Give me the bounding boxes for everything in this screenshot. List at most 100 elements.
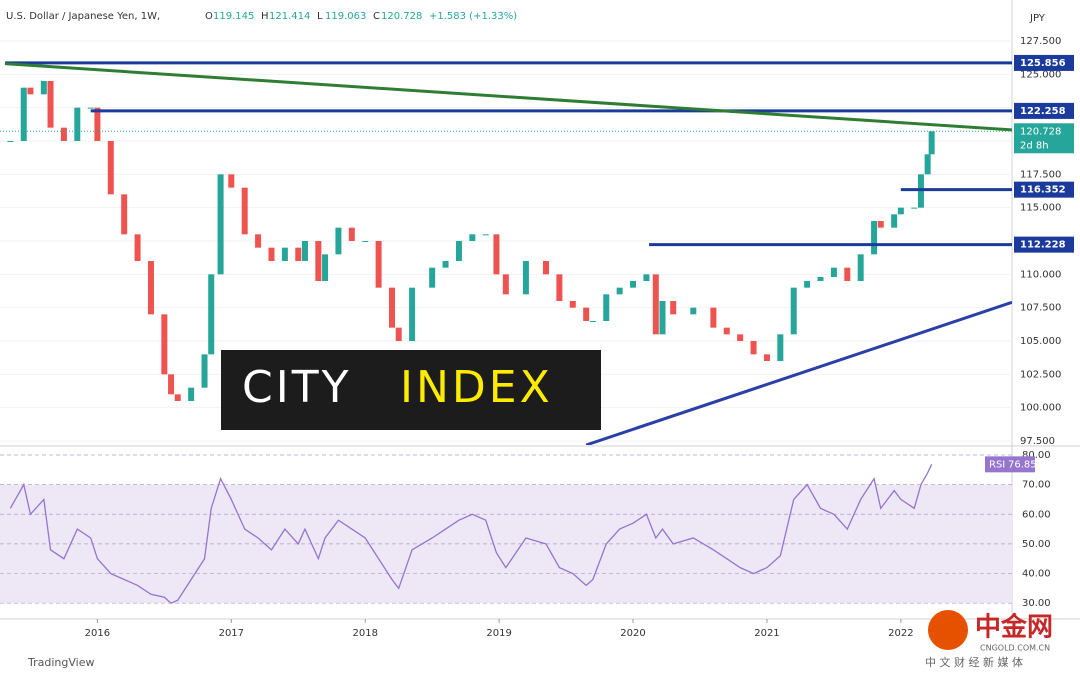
ohlc-value: 121.414 — [269, 11, 310, 22]
rsi-last: 76.85 — [1008, 459, 1037, 470]
source: TradingView — [27, 656, 94, 669]
plot — [0, 40, 1012, 604]
candle — [830, 267, 837, 277]
candle — [556, 274, 563, 301]
candle — [804, 281, 811, 288]
candle — [652, 274, 659, 335]
change: +1.583 (+1.33%) — [429, 11, 517, 22]
candle — [542, 261, 549, 275]
last-price-label: 120.728 — [1020, 126, 1061, 137]
candle — [589, 321, 596, 322]
candle — [891, 214, 898, 228]
level-label: 122.258 — [1020, 106, 1066, 117]
watermark-box — [221, 350, 601, 430]
level-label-box — [1014, 102, 1074, 119]
level-label-box — [1014, 54, 1074, 71]
rsi-line — [9, 464, 933, 604]
y-tick-label: 115.000 — [1020, 203, 1061, 214]
candle — [208, 274, 215, 355]
candle — [188, 387, 195, 401]
x-tick-label: 2020 — [620, 628, 645, 639]
countdown: 2d 8h — [1020, 140, 1049, 151]
candle — [409, 287, 416, 341]
candle — [295, 247, 302, 261]
x-tick-label: 2021 — [754, 628, 779, 639]
ohlc-key: H — [261, 11, 269, 22]
logo-url: CNGOLD.COM.CN — [980, 644, 1050, 653]
candle — [161, 314, 168, 375]
rsi-tick-label: 30.00 — [1022, 598, 1051, 609]
last-price-box — [1014, 123, 1074, 154]
candle — [281, 247, 288, 261]
ohlc-key: O — [205, 11, 213, 22]
rsi-label-box — [985, 456, 1035, 473]
x-tick-label: 2022 — [888, 628, 913, 639]
level-label: 112.228 — [1020, 240, 1066, 251]
level-label-box — [1014, 181, 1074, 198]
level-label-box — [1014, 236, 1074, 253]
candle — [493, 234, 500, 275]
candle — [121, 194, 128, 235]
trendline — [585, 300, 1012, 445]
candle — [201, 354, 208, 388]
y-tick-label: 97.500 — [1020, 436, 1055, 447]
candle — [603, 294, 610, 321]
candle — [335, 227, 342, 255]
y-tick-label: 105.000 — [1020, 336, 1061, 347]
candle — [134, 234, 141, 261]
candle — [737, 334, 744, 341]
candle — [482, 234, 489, 236]
candle — [255, 234, 262, 248]
candle — [174, 394, 181, 401]
candle — [928, 131, 935, 155]
candle — [924, 154, 931, 175]
candle — [817, 277, 824, 281]
candle — [790, 287, 797, 335]
trendline — [4, 62, 1012, 132]
candle — [877, 221, 884, 228]
candle — [630, 281, 637, 288]
ohlc-key: C — [373, 11, 380, 22]
price-pane — [0, 40, 1012, 445]
candle — [469, 234, 476, 241]
candle — [268, 247, 275, 261]
candle — [455, 241, 462, 261]
candle — [7, 141, 14, 142]
y-tick-label: 117.500 — [1020, 169, 1061, 180]
candle — [315, 241, 322, 281]
ohlc-value: 119.145 — [213, 11, 254, 22]
x-tick-label: 2017 — [219, 628, 244, 639]
candle — [388, 287, 395, 328]
logo-icon — [928, 610, 968, 650]
candle — [217, 174, 224, 275]
candle — [710, 307, 717, 328]
rsi-tick-label: 60.00 — [1022, 509, 1051, 520]
candle — [911, 207, 918, 209]
candle — [583, 307, 590, 321]
candle — [723, 327, 730, 335]
candle — [871, 221, 878, 255]
candle — [20, 87, 27, 141]
candle — [659, 301, 666, 335]
candle — [362, 241, 369, 242]
logo-tagline: 中 文 财 经 新 媒 体 — [925, 655, 1023, 669]
rsi-name: RSI — [989, 459, 1005, 470]
candle — [429, 267, 436, 288]
rsi-tick-label: 40.00 — [1022, 569, 1051, 580]
candle — [690, 307, 697, 315]
y-tick-label: 127.500 — [1020, 36, 1061, 47]
candle — [241, 187, 248, 235]
candle — [670, 301, 677, 315]
candle — [375, 241, 382, 288]
x-tick-label: 2019 — [486, 628, 511, 639]
candle — [60, 127, 67, 141]
candle — [147, 261, 154, 315]
rsi-tick-label: 70.00 — [1022, 480, 1051, 491]
candle — [442, 261, 449, 268]
candle — [322, 254, 329, 281]
ohlc-key: L — [317, 11, 323, 22]
candle — [777, 334, 784, 361]
candle — [643, 274, 650, 281]
candle — [616, 287, 623, 295]
